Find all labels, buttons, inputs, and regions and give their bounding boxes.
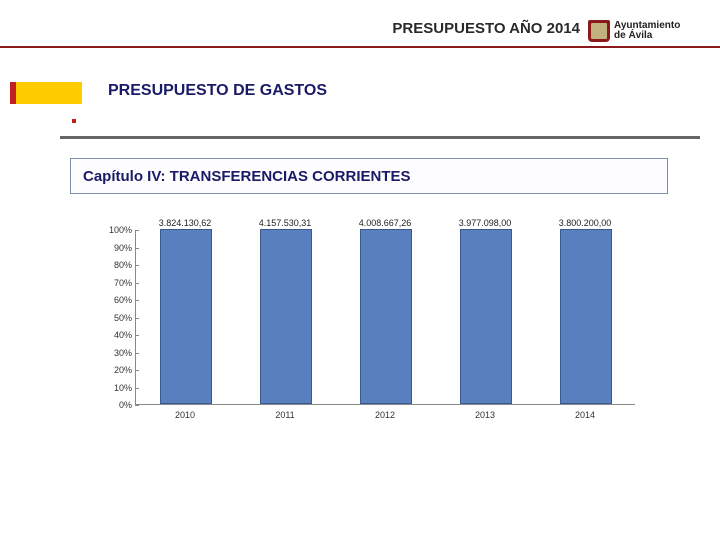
section-title: PRESUPUESTO DE GASTOS [108,82,327,100]
y-tick-mark [135,300,139,301]
subtitle-text: Capítulo IV: TRANSFERENCIAS CORRIENTES [83,168,411,185]
y-tick-mark [135,230,139,231]
y-tick-mark [135,388,139,389]
bar-value-label: 4.008.667,26 [359,218,412,228]
logo-text: Ayuntamiento de Ávila [614,21,680,41]
bar-value-label: 3.977.098,00 [459,218,512,228]
y-tick-label: 80% [80,260,132,270]
page-title: PRESUPUESTO AÑO 2014 [392,20,580,37]
y-tick-label: 10% [80,383,132,393]
bullet-icon [72,119,76,123]
x-category-label: 2013 [475,410,495,420]
bar-value-label: 4.157.530,31 [259,218,312,228]
y-tick-label: 30% [80,348,132,358]
bar [360,229,412,404]
y-tick-label: 70% [80,278,132,288]
y-tick-mark [135,265,139,266]
y-tick-label: 0% [80,400,132,410]
y-tick-mark [135,318,139,319]
x-category-label: 2012 [375,410,395,420]
bar-chart: 0% 10% 20% 30% 40% 50% 60% 70% 80% 90% 100% 3.824.1… [80,210,650,430]
plot-area [135,230,635,405]
section-rule [60,136,700,139]
y-tick-mark [135,370,139,371]
y-tick-label: 40% [80,330,132,340]
x-category-label: 2014 [575,410,595,420]
subtitle-box: Capítulo IV: TRANSFERENCIAS CORRIENTES [70,158,668,194]
bar [460,229,512,404]
y-tick-mark [135,405,139,406]
y-tick-mark [135,335,139,336]
x-category-label: 2011 [275,410,294,420]
bar-value-label: 3.800.200,00 [559,218,612,228]
bar [160,229,212,404]
y-tick-label: 90% [80,243,132,253]
y-tick-mark [135,353,139,354]
y-tick-label: 100% [80,225,132,235]
y-tick-label: 50% [80,313,132,323]
y-tick-label: 60% [80,295,132,305]
y-tick-mark [135,248,139,249]
shield-icon [588,20,610,42]
bar [560,229,612,404]
y-tick-mark [135,283,139,284]
y-tick-label: 20% [80,365,132,375]
x-category-label: 2010 [175,410,195,420]
logo-line2: de Ávila [614,31,680,41]
bar-value-label: 3.824.130,62 [159,218,212,228]
logo: Ayuntamiento de Ávila [588,18,708,44]
accent-box [10,82,82,104]
bar [260,229,312,404]
